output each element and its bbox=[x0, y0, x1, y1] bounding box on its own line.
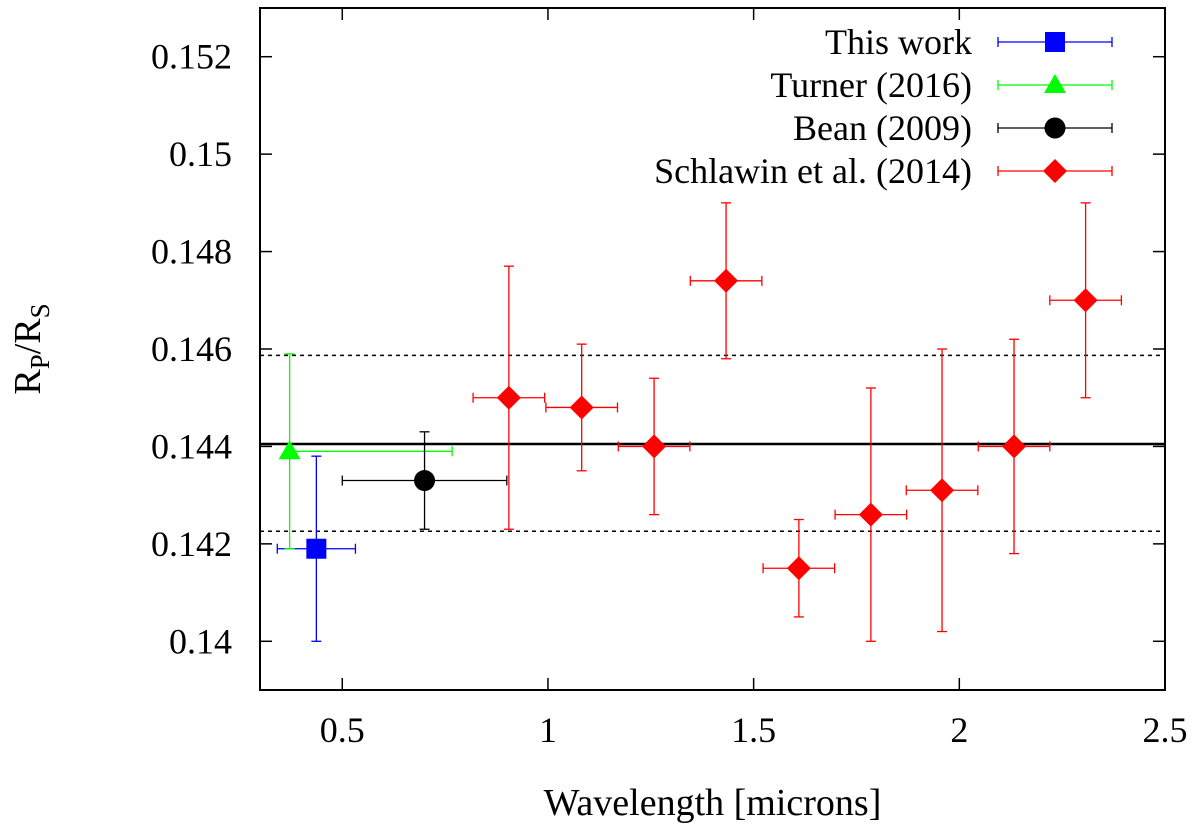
y-axis-label: RP/RS bbox=[7, 303, 55, 394]
plot-frame bbox=[259, 7, 1166, 691]
x-tick-label: 2 bbox=[950, 710, 968, 750]
data-point bbox=[930, 478, 955, 503]
y-tick-label: 0.146 bbox=[151, 329, 232, 369]
y-tick-label: 0.148 bbox=[151, 232, 232, 272]
data-point bbox=[786, 556, 811, 581]
y-tick-label: 0.142 bbox=[151, 524, 232, 564]
legend-item: Turner (2016) bbox=[770, 65, 1113, 105]
legend-label: Bean (2009) bbox=[793, 108, 972, 148]
y-axis-label-sub1: P bbox=[25, 354, 55, 369]
legend-marker bbox=[1045, 32, 1065, 52]
legend-label: Schlawin et al. (2014) bbox=[654, 151, 972, 191]
y-axis-label-sep: /R bbox=[7, 318, 49, 355]
legend-item: This work bbox=[825, 22, 1113, 62]
data-point bbox=[496, 385, 521, 410]
y-tick-label: 0.14 bbox=[169, 621, 232, 661]
data-point bbox=[1002, 434, 1027, 459]
legend-item: Schlawin et al. (2014) bbox=[654, 151, 1113, 191]
y-tick-label: 0.152 bbox=[151, 37, 232, 77]
x-axis-ticks: 0.5 1 1.5 2 2.5 bbox=[320, 8, 1188, 750]
reference-lines bbox=[260, 354, 1165, 532]
series-bean-2009 bbox=[341, 431, 508, 530]
x-tick-label: 1 bbox=[539, 710, 557, 750]
data-point bbox=[569, 395, 594, 420]
legend-marker bbox=[1043, 159, 1067, 183]
y-axis-label-main: R bbox=[7, 369, 49, 395]
data-point bbox=[714, 268, 739, 293]
series-schlawin-et-al-2014 bbox=[472, 202, 1123, 642]
x-tick-label: 1.5 bbox=[731, 710, 776, 750]
x-tick-label: 2.5 bbox=[1143, 710, 1188, 750]
y-tick-label: 0.144 bbox=[151, 426, 232, 466]
data-point bbox=[414, 470, 436, 492]
y-axis-ticks: 0.14 0.142 0.144 0.146 0.148 0.15 0.152 bbox=[151, 37, 1165, 661]
legend-label: Turner (2016) bbox=[770, 65, 972, 105]
data-point bbox=[278, 440, 301, 460]
data-point bbox=[858, 502, 883, 527]
legend-label: This work bbox=[825, 22, 972, 62]
y-axis-label-sub2: S bbox=[25, 303, 55, 318]
legend-item: Bean (2009) bbox=[793, 108, 1113, 148]
y-tick-label: 0.15 bbox=[169, 134, 232, 174]
x-axis-label: Wavelength [microns] bbox=[544, 782, 882, 824]
series-this-work bbox=[276, 455, 357, 642]
x-tick-label: 0.5 bbox=[320, 710, 365, 750]
series-turner-2016 bbox=[278, 353, 453, 550]
legend-marker bbox=[1044, 74, 1066, 93]
data-point bbox=[306, 538, 327, 559]
data-point bbox=[1073, 288, 1098, 313]
data-series bbox=[276, 202, 1123, 642]
legend-marker bbox=[1044, 117, 1066, 139]
data-point bbox=[642, 434, 667, 459]
